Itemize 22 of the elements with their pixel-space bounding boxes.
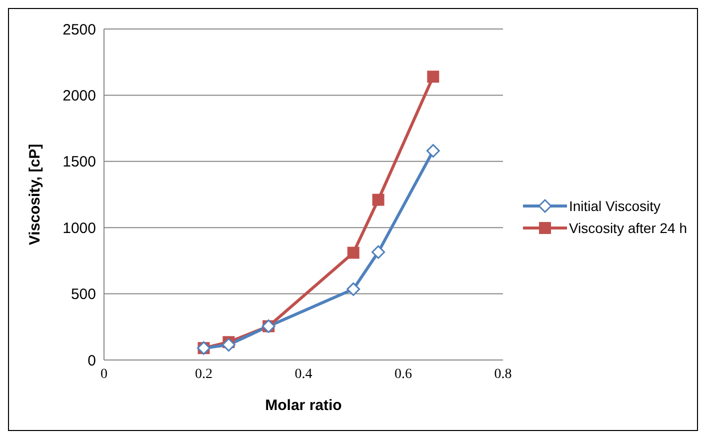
- legend-label: Viscosity after 24 h: [568, 220, 687, 236]
- y-tick-label: 0: [88, 352, 96, 370]
- y-tick-label: 2500: [62, 21, 96, 38]
- point: [372, 194, 384, 206]
- point: [347, 246, 360, 259]
- point: [427, 70, 440, 83]
- x-tick-label: 0.6: [394, 366, 412, 382]
- x-axis-title: Molar ratio: [265, 397, 342, 414]
- x-tick-label: 0.2: [194, 366, 212, 382]
- point: [346, 282, 360, 296]
- x-tick-label: 0.8: [494, 366, 512, 382]
- point: [222, 338, 236, 352]
- x-tick-label: 0: [100, 366, 108, 382]
- x-tick-label: 0.4: [294, 366, 312, 382]
- y-axis-title: Viscosity, [cP]: [26, 144, 44, 246]
- point: [372, 245, 386, 259]
- legend-label: Initial Viscosity: [568, 198, 661, 214]
- point: [426, 144, 440, 158]
- y-tick-label: 500: [70, 286, 96, 304]
- y-tick-label: 1000: [62, 220, 96, 237]
- y-tick-label: 2000: [62, 88, 96, 105]
- y-tick-label: 1500: [62, 154, 96, 171]
